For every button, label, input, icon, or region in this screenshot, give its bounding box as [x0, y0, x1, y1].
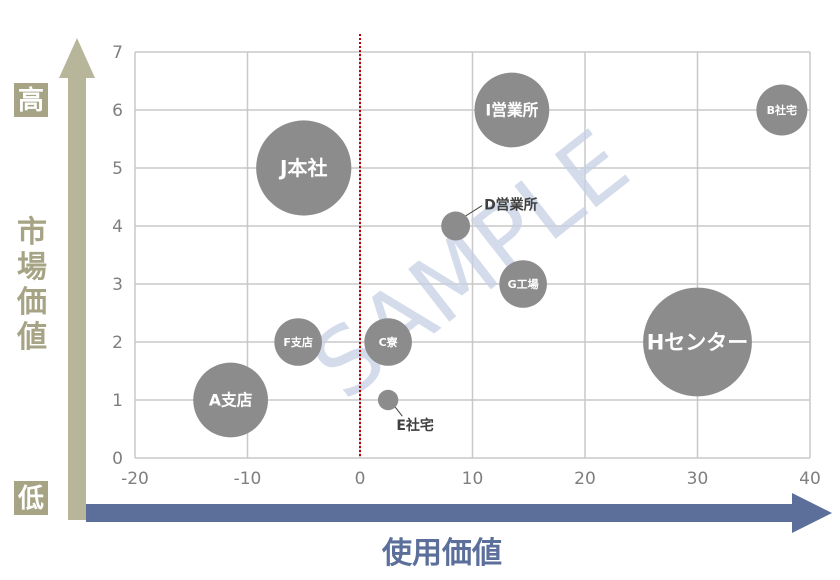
x-tick-label-3: 10	[462, 469, 484, 489]
y-axis-title-char-0: 市	[17, 215, 47, 250]
bubble-label-3: D営業所	[484, 197, 538, 214]
bubble-label-4: E社宅	[396, 417, 434, 434]
bubble-label-8: I営業所	[485, 101, 538, 120]
y-axis-low-label: 低	[17, 484, 44, 514]
tick-labels: -20 -10 0 10 20 30 40 0 1 2 3 4 5 6 7	[112, 43, 821, 489]
bubble-3	[441, 211, 471, 241]
bubble-label-9: J本社	[278, 156, 327, 180]
bubble-8	[474, 72, 550, 148]
y-axis-title-char-1: 場	[17, 250, 47, 285]
bubble-9	[256, 120, 352, 216]
y-axis-low-label-box	[14, 481, 48, 515]
bubble-7	[643, 287, 752, 397]
x-tick-label-2: 0	[355, 469, 366, 489]
bubble-label-7: Hセンター	[647, 331, 749, 355]
y-axis-arrow-head	[59, 38, 95, 78]
x-tick-label-0: -20	[121, 469, 149, 489]
leader-line-4	[394, 406, 403, 417]
bubble-1	[756, 84, 808, 136]
bubble-6	[499, 260, 547, 308]
y-tick-label-6: 6	[112, 101, 123, 121]
y-axis-high-label: 高	[18, 85, 44, 116]
y-axis-arrow-shaft	[68, 76, 86, 520]
x-tick-label-6: 40	[799, 469, 821, 489]
y-axis-title-char-3: 値	[16, 320, 47, 355]
bubble-5	[274, 318, 322, 366]
x-tick-label-1: -10	[234, 469, 262, 489]
bubble-label-2: C寮	[379, 335, 399, 349]
bubble-4	[377, 389, 399, 411]
y-tick-label-2: 2	[112, 333, 123, 353]
bubbles-layer: A支店 B社宅 C寮 D営業所 E社宅 F支店 G工場 Hセンター I営業所 J本社	[193, 72, 808, 438]
y-tick-label-0: 0	[112, 449, 123, 469]
bubble-label-1: B社宅	[767, 103, 797, 117]
bubble-2	[364, 318, 412, 366]
x-axis-arrow-shaft	[86, 504, 798, 522]
leader-line-3	[465, 205, 483, 217]
y-axis-high-label-box	[14, 83, 48, 117]
bubble-label-6: G工場	[508, 277, 539, 291]
x-tick-label-4: 20	[574, 469, 596, 489]
y-tick-label-7: 7	[112, 43, 123, 63]
y-axis-title-char-2: 価	[16, 285, 47, 320]
x-axis-title: 使用価値	[381, 536, 502, 571]
y-tick-label-5: 5	[112, 159, 123, 179]
y-tick-label-3: 3	[112, 275, 123, 295]
x-axis-arrow-head	[792, 493, 832, 533]
bubble-0	[193, 362, 269, 438]
y-tick-label-1: 1	[112, 391, 123, 411]
x-tick-label-5: 30	[687, 469, 709, 489]
y-tick-label-4: 4	[112, 217, 123, 237]
bubble-label-0: A支店	[209, 391, 253, 410]
bubble-label-5: F支店	[283, 335, 313, 349]
